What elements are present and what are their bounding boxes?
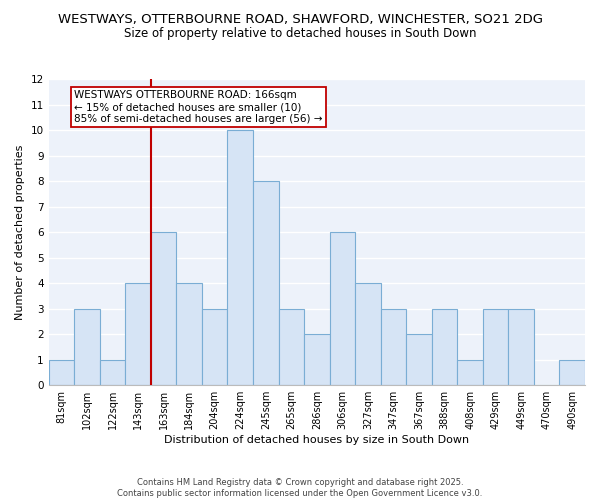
Y-axis label: Number of detached properties: Number of detached properties xyxy=(15,144,25,320)
Bar xyxy=(329,232,355,385)
Bar xyxy=(508,308,534,385)
Bar xyxy=(278,308,304,385)
Bar xyxy=(559,360,585,385)
Bar xyxy=(406,334,432,385)
Bar xyxy=(432,308,457,385)
Bar xyxy=(151,232,176,385)
Bar xyxy=(100,360,125,385)
Bar xyxy=(355,283,380,385)
Bar xyxy=(227,130,253,385)
Bar xyxy=(380,308,406,385)
Bar xyxy=(304,334,329,385)
Bar xyxy=(74,308,100,385)
Bar xyxy=(202,308,227,385)
Bar xyxy=(483,308,508,385)
Bar xyxy=(457,360,483,385)
Bar xyxy=(176,283,202,385)
Text: Contains HM Land Registry data © Crown copyright and database right 2025.
Contai: Contains HM Land Registry data © Crown c… xyxy=(118,478,482,498)
Text: WESTWAYS, OTTERBOURNE ROAD, SHAWFORD, WINCHESTER, SO21 2DG: WESTWAYS, OTTERBOURNE ROAD, SHAWFORD, WI… xyxy=(58,12,542,26)
Text: Size of property relative to detached houses in South Down: Size of property relative to detached ho… xyxy=(124,28,476,40)
X-axis label: Distribution of detached houses by size in South Down: Distribution of detached houses by size … xyxy=(164,435,469,445)
Text: WESTWAYS OTTERBOURNE ROAD: 166sqm
← 15% of detached houses are smaller (10)
85% : WESTWAYS OTTERBOURNE ROAD: 166sqm ← 15% … xyxy=(74,90,323,124)
Bar xyxy=(125,283,151,385)
Bar xyxy=(253,181,278,385)
Bar xyxy=(49,360,74,385)
